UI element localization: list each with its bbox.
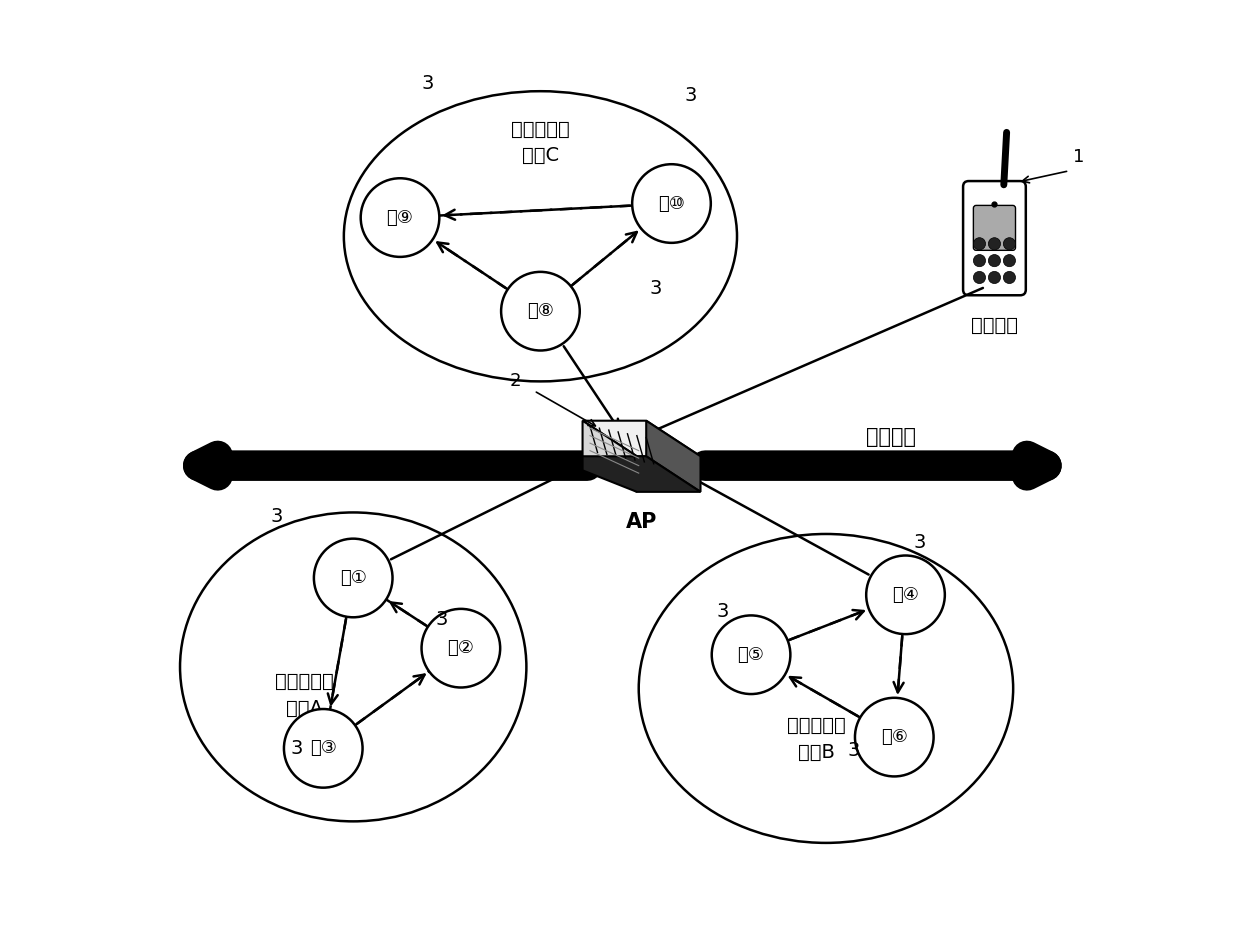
Text: 从⑤: 从⑤ xyxy=(738,646,765,664)
Circle shape xyxy=(712,616,790,694)
Text: 主⑧: 主⑧ xyxy=(527,302,554,320)
Text: 智能终端: 智能终端 xyxy=(971,315,1018,334)
FancyBboxPatch shape xyxy=(963,181,1025,295)
Circle shape xyxy=(314,539,393,618)
Circle shape xyxy=(973,255,986,267)
Text: 从⑥: 从⑥ xyxy=(880,728,908,746)
Polygon shape xyxy=(646,421,701,492)
Text: 外部网络: 外部网络 xyxy=(867,427,916,446)
Text: AP: AP xyxy=(626,512,657,532)
Polygon shape xyxy=(583,421,701,456)
Circle shape xyxy=(632,164,711,243)
Circle shape xyxy=(867,556,945,635)
Circle shape xyxy=(988,272,1001,283)
Text: 主①: 主① xyxy=(340,569,367,587)
Circle shape xyxy=(1003,255,1016,267)
Text: 3: 3 xyxy=(914,533,926,552)
Text: 从③: 从③ xyxy=(310,739,337,757)
Circle shape xyxy=(973,238,986,250)
Circle shape xyxy=(988,238,1001,250)
Circle shape xyxy=(361,179,439,256)
Text: 从⑩: 从⑩ xyxy=(658,195,684,213)
Circle shape xyxy=(973,272,986,283)
Text: 从②: 从② xyxy=(448,639,474,657)
Circle shape xyxy=(1003,272,1016,283)
Text: 1: 1 xyxy=(1073,147,1085,165)
Polygon shape xyxy=(583,421,637,492)
Circle shape xyxy=(1003,238,1016,250)
Text: 3: 3 xyxy=(684,86,697,104)
Circle shape xyxy=(422,609,500,688)
Text: 3: 3 xyxy=(717,602,729,621)
Circle shape xyxy=(284,709,362,788)
Text: 3: 3 xyxy=(270,506,283,525)
Circle shape xyxy=(854,698,934,776)
Text: 无线自组织
网络A: 无线自组织 网络A xyxy=(275,673,334,718)
Circle shape xyxy=(988,255,1001,267)
Circle shape xyxy=(501,272,580,351)
Text: 3: 3 xyxy=(422,74,434,93)
Text: 3: 3 xyxy=(291,739,304,758)
Text: 3: 3 xyxy=(650,279,662,298)
Text: 无线自组织
网络C: 无线自组织 网络C xyxy=(511,120,570,165)
FancyBboxPatch shape xyxy=(973,205,1016,251)
Text: 从⑨: 从⑨ xyxy=(387,209,413,226)
Polygon shape xyxy=(583,456,701,492)
Text: 2: 2 xyxy=(510,372,521,390)
Text: 3: 3 xyxy=(436,610,449,629)
Text: 无线自组织
网络B: 无线自组织 网络B xyxy=(787,716,846,762)
Text: 主④: 主④ xyxy=(892,586,919,604)
Text: 3: 3 xyxy=(848,741,861,760)
